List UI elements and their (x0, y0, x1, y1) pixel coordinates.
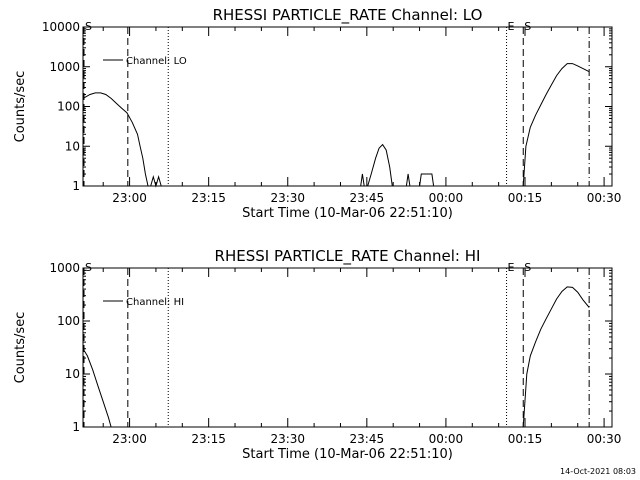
plot-frame (82, 26, 613, 187)
x-tick-label: 23:15 (191, 432, 226, 446)
y-tick-label: 1 (72, 179, 80, 193)
marker-label: S (524, 20, 531, 33)
chart-title: RHESSI PARTICLE_RATE Channel: LO (213, 6, 483, 25)
x-tick-label: 00:30 (587, 432, 622, 446)
x-tick-label: 23:30 (270, 432, 305, 446)
y-tick-label: 10000 (42, 20, 80, 34)
x-tick-label: 00:00 (429, 191, 464, 205)
x-axis-label: Start Time (10-Mar-06 22:51:10) (242, 206, 453, 221)
y-axis-label: Counts/sec (13, 312, 28, 384)
marker-label: E (508, 261, 515, 274)
marker-label: E (508, 20, 515, 33)
x-tick-label: 00:00 (429, 432, 464, 446)
series-line-segment (419, 173, 435, 187)
panel-2: RHESSI PARTICLE_RATE Channel: HI Start Ti… (13, 247, 621, 462)
series-line-segment (405, 173, 411, 187)
series-line-segment (82, 348, 112, 428)
legend-entry: Channel: HI (126, 297, 184, 308)
x-tick-label: 23:30 (270, 191, 305, 205)
series-line-segment (360, 173, 365, 187)
y-tick-label: 10 (65, 139, 80, 153)
y-axis-label: Counts/sec (13, 71, 28, 143)
plot-frame (82, 267, 613, 428)
y-tick-label: 100 (57, 314, 80, 328)
x-tick-label: 23:00 (112, 191, 147, 205)
y-tick-label: 1000 (49, 60, 80, 74)
marker-label: S (524, 261, 531, 274)
y-tick-label: 100 (57, 100, 80, 114)
x-tick-label: 00:15 (508, 432, 543, 446)
chart-title: RHESSI PARTICLE_RATE Channel: HI (215, 247, 481, 266)
x-tick-label: 00:15 (508, 191, 543, 205)
x-tick-label: 23:15 (191, 191, 226, 205)
series-line-segment (367, 143, 393, 187)
series-line-segment (150, 174, 162, 188)
series-line-segment (82, 92, 149, 187)
marker-label: S (85, 20, 92, 33)
y-tick-label: 1000 (49, 261, 80, 275)
y-tick-label: 1 (72, 420, 80, 434)
legend-entry: Channel: LO (126, 56, 187, 67)
x-tick-label: 23:00 (112, 432, 147, 446)
series-line-segment (522, 286, 590, 428)
x-tick-label: 00:30 (587, 191, 622, 205)
x-tick-label: 23:45 (350, 191, 385, 205)
marker-label: S (85, 261, 92, 274)
y-tick-label: 10 (65, 367, 80, 381)
footer-timestamp: 14-Oct-2021 08:03 (560, 467, 636, 476)
panel-1: RHESSI PARTICLE_RATE Channel: LO Start Ti… (13, 6, 621, 221)
x-tick-label: 23:45 (350, 432, 385, 446)
series-line-segment (522, 63, 590, 187)
x-axis-label: Start Time (10-Mar-06 22:51:10) (242, 447, 453, 462)
